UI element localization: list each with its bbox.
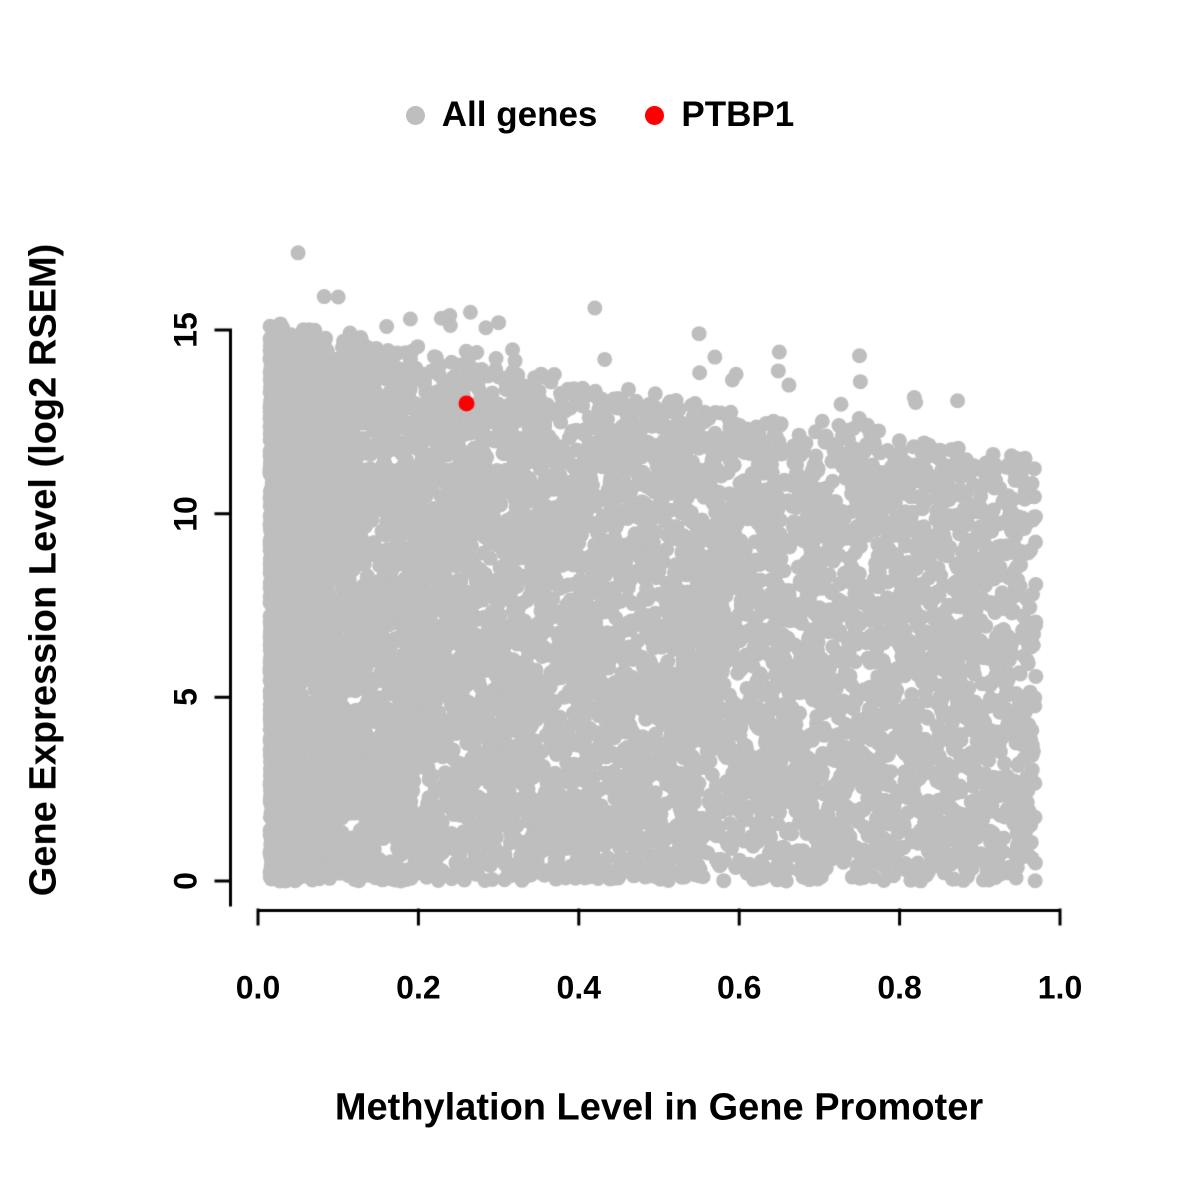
ptbp1-point-icon	[645, 105, 665, 125]
x-tick-label: 0.6	[716, 969, 762, 1006]
all-genes-point-icon	[405, 105, 425, 125]
y-tick-label: 15	[167, 312, 204, 348]
x-tick-label: 0.2	[396, 969, 441, 1006]
legend-item-all-genes: All genes	[405, 95, 598, 135]
x-axis-title: Methylation Level in Gene Promoter	[334, 1086, 984, 1129]
y-tick-label: 0	[167, 872, 204, 890]
legend-item-ptbp1: PTBP1	[645, 95, 794, 135]
x-tick-label: 0.0	[235, 969, 281, 1006]
x-tick-label: 0.8	[877, 969, 922, 1006]
legend-label-all-genes: All genes	[441, 95, 598, 134]
y-tick-label: 5	[167, 688, 204, 707]
y-tick-label: 10	[167, 495, 204, 532]
legend-label-ptbp1: PTBP1	[681, 95, 795, 134]
x-tick-label: 0.4	[556, 969, 602, 1006]
plot-legend: All genes PTBP1	[0, 95, 1200, 135]
x-tick-label: 1.0	[1037, 969, 1083, 1006]
y-axis-title: Gene Expression Level (log2 RSEM)	[22, 243, 65, 897]
